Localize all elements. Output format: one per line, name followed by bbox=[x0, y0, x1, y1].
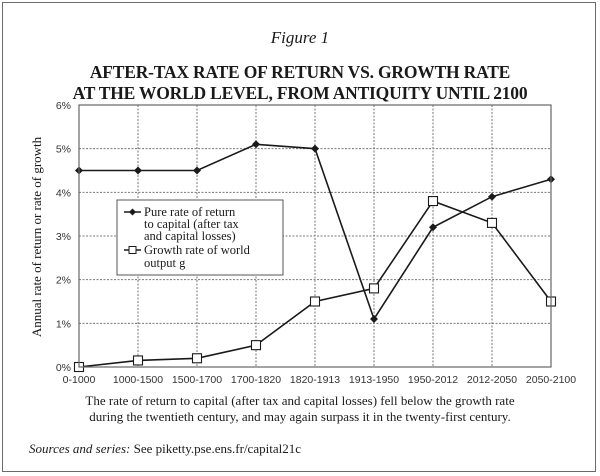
data-point-growth-rate bbox=[486, 217, 498, 228]
sources-label: Sources and series: bbox=[29, 441, 131, 456]
legend-box bbox=[116, 199, 284, 276]
caption-line-2: during the twentieth century, and may ag… bbox=[89, 409, 511, 424]
y-tick-label: 4% bbox=[56, 187, 71, 199]
data-point-return-rate bbox=[134, 166, 142, 175]
data-point-growth-rate bbox=[427, 196, 439, 207]
caption-line-1: The rate of return to capital (after tax… bbox=[85, 393, 515, 408]
x-tick-label: 1000-1500 bbox=[113, 374, 163, 386]
y-tick-label: 1% bbox=[56, 318, 71, 330]
data-point-growth-rate bbox=[368, 283, 380, 294]
data-point-return-rate bbox=[370, 314, 378, 323]
legend-marker-square-icon bbox=[128, 246, 137, 254]
data-point-growth-rate bbox=[309, 296, 321, 307]
x-tick-labels: 0-1000 1000-1500 1500-1700 1700-1820 1820-19… bbox=[63, 374, 577, 386]
x-tick-label: 1500-1700 bbox=[172, 374, 222, 386]
sources-note: Sources and series: See piketty.pse.ens.… bbox=[29, 441, 301, 457]
legend-marker-diamond-icon bbox=[129, 208, 136, 216]
data-point-growth-rate bbox=[250, 340, 262, 351]
x-tick-label: 0-1000 bbox=[63, 374, 96, 386]
y-tick-label: 5% bbox=[56, 144, 71, 156]
legend-label-g-1: Growth rate of world bbox=[144, 243, 251, 257]
y-tick-label: 3% bbox=[56, 231, 71, 243]
chart-title: AFTER-TAX RATE OF RETURN VS. GROWTH RATE… bbox=[0, 62, 600, 104]
sources-text: See piketty.pse.ens.fr/capital21c bbox=[130, 441, 301, 456]
y-tick-label: 6% bbox=[56, 100, 71, 112]
chart-title-line-2: AT THE WORLD LEVEL, FROM ANTIQUITY UNTIL… bbox=[72, 83, 528, 103]
data-point-growth-rate bbox=[191, 353, 203, 364]
plot-area-border bbox=[78, 104, 552, 368]
legend: Pure rate of return to capital (after ta… bbox=[116, 199, 284, 276]
legend-label-r-2: to capital (after tax bbox=[144, 217, 239, 231]
x-tick-label: 2050-2100 bbox=[526, 374, 576, 386]
x-tick-label: 1700-1820 bbox=[231, 374, 281, 386]
figure-frame bbox=[2, 2, 596, 472]
figure-label: Figure 1 bbox=[270, 28, 330, 47]
data-point-return-rate bbox=[252, 140, 260, 149]
legend-label-r-1: Pure rate of return bbox=[144, 205, 236, 219]
chart-title-line-1: AFTER-TAX RATE OF RETURN VS. GROWTH RATE bbox=[89, 62, 511, 82]
x-tick-label: 1950-2012 bbox=[408, 374, 458, 386]
y-axis-label: Annual rate of return or rate of growth bbox=[29, 136, 44, 337]
legend-label-r-3: and capital losses) bbox=[144, 229, 236, 243]
data-point-return-rate bbox=[311, 144, 319, 153]
data-point-return-rate bbox=[429, 223, 437, 232]
y-tick-label: 2% bbox=[56, 275, 71, 287]
data-point-growth-rate bbox=[132, 355, 144, 366]
data-point-return-rate bbox=[488, 192, 496, 201]
x-tick-label: 1913-1950 bbox=[349, 374, 399, 386]
y-tick-label: 0% bbox=[56, 362, 71, 374]
y-tick-labels: 0% 1% 2% 3% 4% 5% 6% bbox=[56, 100, 71, 374]
x-tick-label: 2012-2050 bbox=[467, 374, 517, 386]
x-tick-label: 1820-1913 bbox=[290, 374, 340, 386]
caption: The rate of return to capital (after tax… bbox=[0, 393, 600, 425]
data-point-return-rate bbox=[193, 166, 201, 175]
legend-label-g-2: output g bbox=[144, 256, 186, 270]
